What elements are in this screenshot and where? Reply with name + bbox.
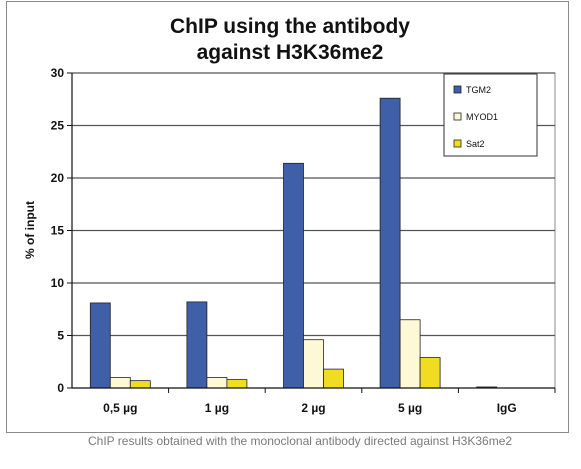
- bar-sat2-3: [419, 357, 441, 389]
- x-tick-label: 1 µg: [205, 401, 229, 415]
- legend-label-tgm2: TGM2: [466, 85, 491, 95]
- bars: [89, 97, 498, 389]
- bar-myod1-3: [399, 319, 421, 389]
- chart-title-line-1: ChIP using the antibody: [170, 15, 410, 38]
- y-tick-label: 5: [57, 329, 64, 343]
- y-tick-label: 20: [51, 171, 65, 185]
- y-axis-label: % of input: [23, 201, 37, 259]
- chart-title-line-2: against H3K36me2: [197, 41, 384, 64]
- bar-myod1-0: [109, 377, 131, 389]
- axes: 0 5 10 15 20 25 30 0,5 µg 1 µg 2 µg 5 µg IgG: [51, 66, 556, 415]
- x-tick-label: IgG: [497, 401, 517, 415]
- y-tick-label: 0: [57, 381, 64, 395]
- legend-swatch-tgm2: [453, 85, 462, 94]
- y-tick-label: 15: [51, 224, 65, 238]
- bar-tgm2-1: [186, 301, 208, 389]
- y-tick-label: 10: [51, 276, 65, 290]
- bar-sat2-2: [323, 368, 344, 389]
- x-tick-label: 0,5 µg: [103, 401, 137, 415]
- legend: TGM2 MYOD1 Sat2: [443, 73, 538, 157]
- bar-tgm2-3: [379, 97, 401, 389]
- bar-myod1-2: [303, 339, 324, 389]
- bar-sat2-1: [226, 379, 248, 389]
- x-tick-label: 2 µg: [301, 401, 325, 415]
- bar-myod1-1: [206, 377, 228, 389]
- x-tick-label: 5 µg: [398, 401, 422, 415]
- bar-sat2-0: [129, 380, 151, 389]
- bar-tgm2-2: [283, 162, 304, 389]
- legend-swatch-sat2: [453, 139, 462, 148]
- bar-tgm2-0: [89, 302, 111, 389]
- y-tick-label: 30: [51, 66, 65, 80]
- legend-label-sat2: Sat2: [466, 139, 485, 149]
- legend-swatch-myod1: [453, 112, 462, 121]
- y-tick-label: 25: [51, 119, 65, 133]
- figure-caption: ChIP results obtained with the monoclona…: [88, 434, 513, 448]
- legend-label-myod1: MYOD1: [466, 112, 498, 122]
